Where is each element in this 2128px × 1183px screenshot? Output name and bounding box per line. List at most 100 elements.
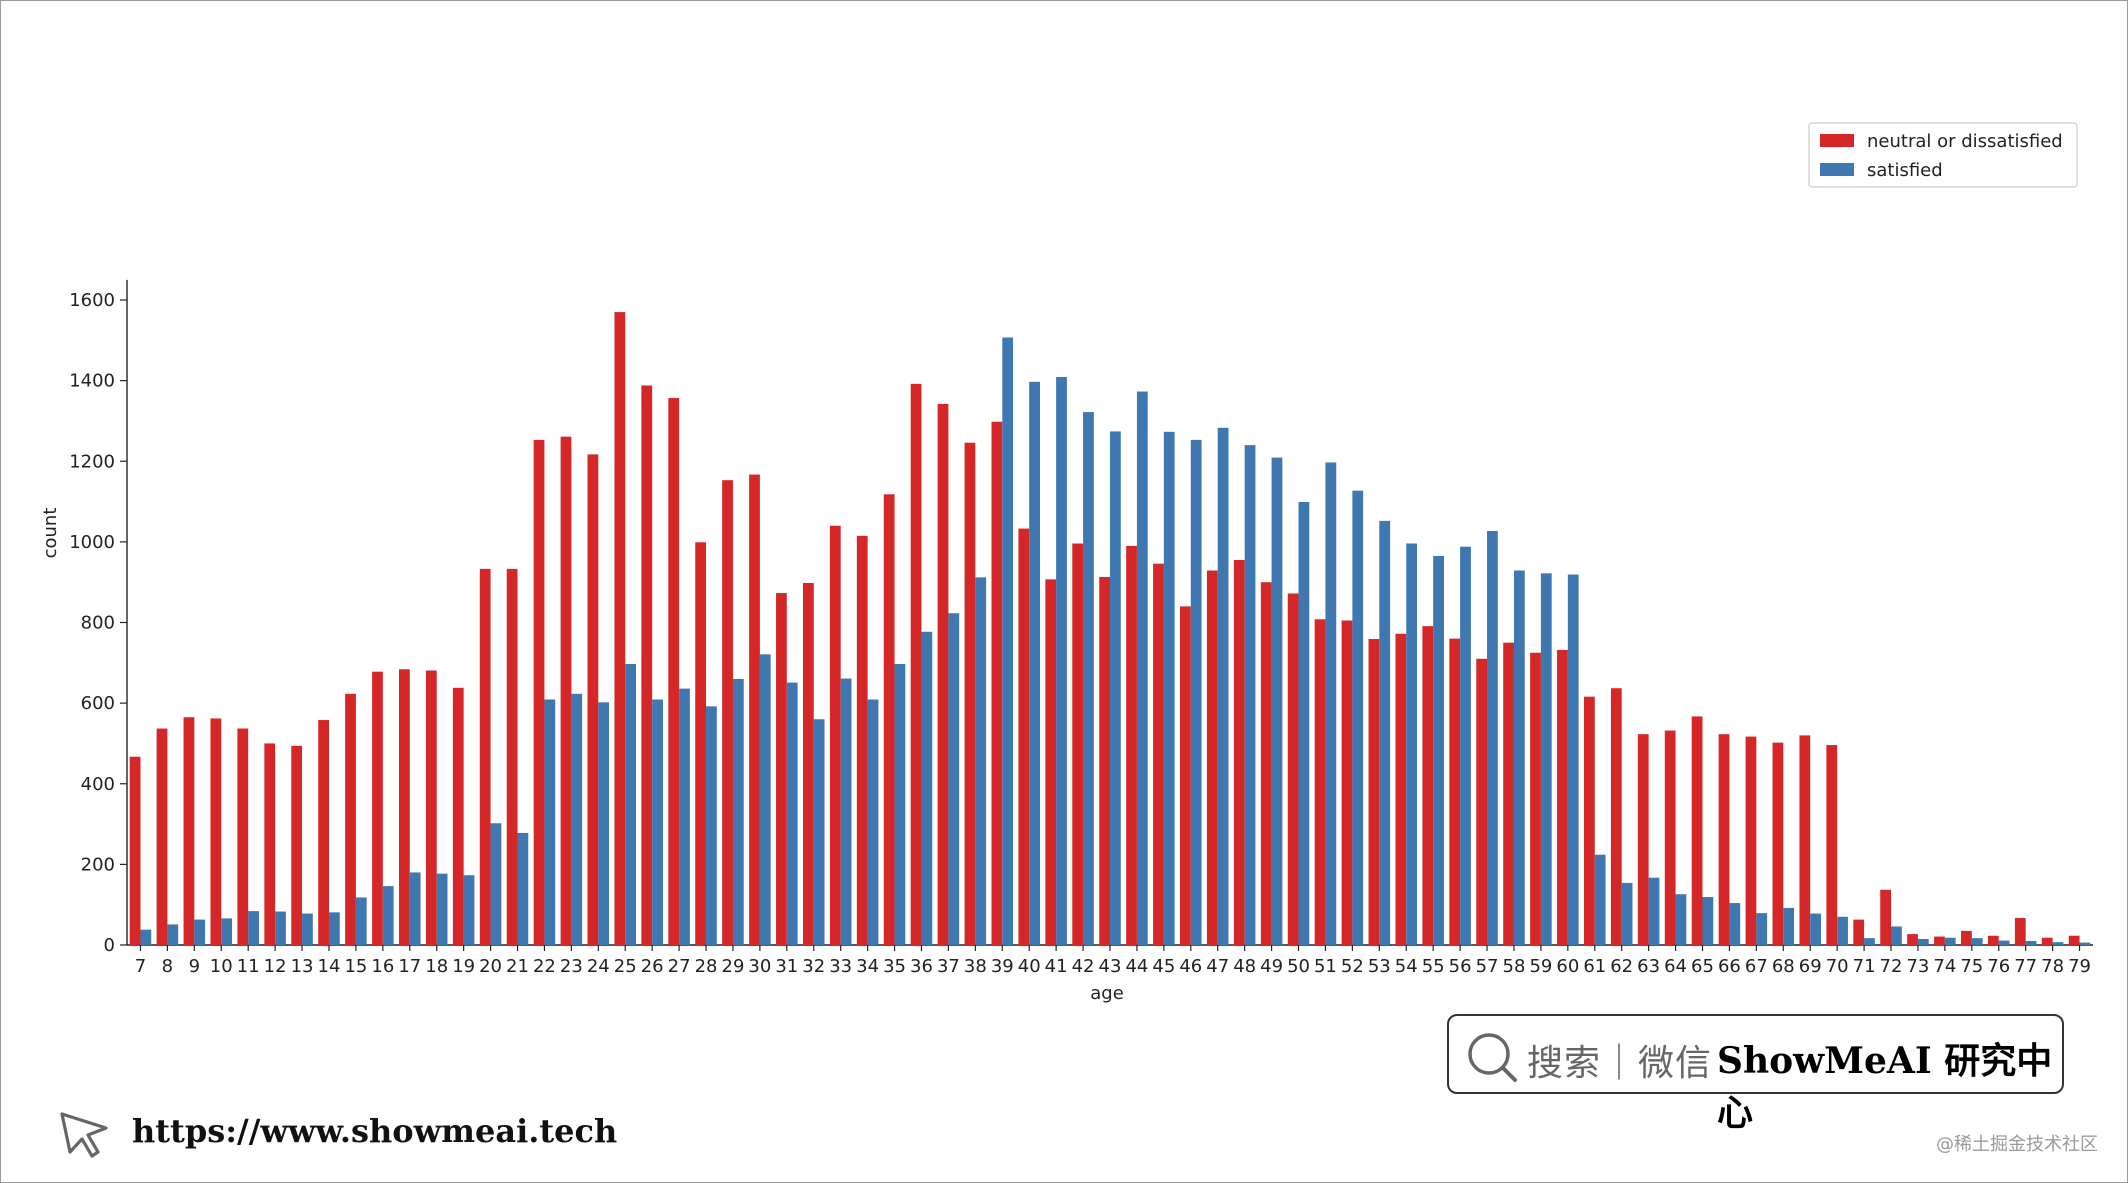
bar-neutral-or-dissatisfied-age-28 [695, 542, 707, 945]
search-label: 搜索｜微信 [1527, 1043, 1713, 1084]
bar-satisfied-age-79 [2079, 942, 2091, 945]
bar-satisfied-age-66 [1729, 903, 1741, 945]
x-tick-label: 36 [910, 956, 933, 977]
x-tick-label: 49 [1260, 956, 1283, 977]
bar-satisfied-age-41 [1056, 376, 1067, 945]
bar-satisfied-age-11 [248, 911, 259, 945]
bar-neutral-or-dissatisfied-age-69 [1799, 735, 1811, 945]
x-tick-label: 24 [587, 956, 610, 977]
bar-neutral-or-dissatisfied-age-30 [749, 474, 760, 945]
bar-satisfied-age-50 [1298, 501, 1310, 945]
bar-satisfied-age-26 [652, 699, 663, 945]
x-tick-label: 72 [1880, 956, 1903, 977]
x-tick-label: 23 [560, 956, 583, 977]
bar-satisfied-age-20 [490, 823, 502, 945]
bar-neutral-or-dissatisfied-age-79 [2068, 935, 2080, 945]
legend-swatch-satisfied [1820, 163, 1854, 176]
bar-satisfied-age-64 [1675, 894, 1687, 945]
x-tick-label: 7 [135, 956, 146, 977]
bar-satisfied-age-77 [2025, 940, 2037, 945]
x-tick-label: 13 [291, 956, 314, 977]
legend: neutral or dissatisfied satisfied [1808, 122, 2078, 188]
y-tick-label: 600 [81, 693, 115, 714]
x-tick-label: 8 [162, 956, 173, 977]
x-tick-label: 69 [1799, 956, 1822, 977]
x-tick-label: 21 [506, 956, 529, 977]
bar-satisfied-age-58 [1513, 570, 1525, 945]
bar-neutral-or-dissatisfied-age-45 [1153, 563, 1164, 945]
bar-neutral-or-dissatisfied-age-75 [1961, 930, 1972, 945]
x-tick-label: 73 [1906, 956, 1929, 977]
bar-neutral-or-dissatisfied-age-31 [776, 593, 787, 945]
bar-neutral-or-dissatisfied-age-25 [614, 312, 626, 945]
bar-neutral-or-dissatisfied-age-74 [1934, 936, 1945, 945]
x-tick-label: 10 [210, 956, 233, 977]
x-tick-label: 57 [1476, 956, 1499, 977]
y-tick-label: 1400 [69, 371, 115, 392]
search-wechat-banner: 搜索｜微信 ShowMeAI 研究中心 [1447, 1014, 2064, 1134]
x-tick-label: 34 [856, 956, 879, 977]
bar-satisfied-age-36 [921, 631, 933, 945]
bar-neutral-or-dissatisfied-age-8 [156, 728, 168, 945]
brand-label: ShowMeAI 研究中心 [1717, 1040, 2053, 1134]
bar-satisfied-age-52 [1352, 490, 1364, 945]
bar-satisfied-age-33 [840, 678, 852, 945]
website-url[interactable]: https://www.showmeai.tech [132, 1112, 618, 1150]
bar-satisfied-age-65 [1702, 897, 1714, 945]
bar-satisfied-age-32 [813, 719, 825, 945]
bar-satisfied-age-14 [328, 912, 340, 945]
bar-satisfied-age-55 [1433, 555, 1444, 945]
bar-neutral-or-dissatisfied-age-64 [1664, 730, 1676, 945]
x-tick-label: 19 [452, 956, 475, 977]
x-tick-label: 64 [1664, 956, 1687, 977]
x-tick-label: 32 [802, 956, 825, 977]
y-tick-label: 1200 [69, 451, 115, 472]
bar-neutral-or-dissatisfied-age-63 [1637, 734, 1649, 945]
legend-box [1808, 122, 2078, 188]
bar-satisfied-age-15 [355, 897, 367, 945]
bar-neutral-or-dissatisfied-age-21 [506, 568, 518, 945]
bar-satisfied-age-68 [1783, 907, 1795, 945]
magnifier-icon [1468, 1033, 1517, 1082]
bar-neutral-or-dissatisfied-age-44 [1126, 545, 1137, 945]
bar-neutral-or-dissatisfied-age-66 [1718, 734, 1730, 945]
bar-neutral-or-dissatisfied-age-61 [1583, 696, 1595, 945]
bar-satisfied-age-34 [867, 699, 879, 945]
bar-satisfied-age-21 [517, 832, 529, 945]
y-axis-label: count [40, 508, 61, 559]
bar-satisfied-age-31 [786, 682, 798, 945]
watermark-text: @稀土掘金技术社区 [1936, 1134, 2098, 1155]
bar-neutral-or-dissatisfied-age-20 [479, 568, 491, 945]
bar-neutral-or-dissatisfied-age-49 [1260, 582, 1272, 945]
bar-satisfied-age-78 [2052, 942, 2064, 945]
x-tick-label: 74 [1933, 956, 1956, 977]
x-tick-label: 78 [2041, 956, 2064, 977]
x-tick-label: 59 [1529, 956, 1552, 977]
x-tick-label: 39 [991, 956, 1014, 977]
bar-satisfied-age-13 [302, 913, 313, 945]
bar-satisfied-age-37 [948, 613, 960, 945]
bar-neutral-or-dissatisfied-age-11 [237, 728, 249, 945]
x-tick-label: 22 [533, 956, 556, 977]
bar-neutral-or-dissatisfied-age-7 [129, 756, 141, 945]
x-tick-label: 40 [1018, 956, 1041, 977]
bar-satisfied-age-74 [1944, 937, 1956, 945]
bar-neutral-or-dissatisfied-age-16 [372, 671, 383, 945]
x-tick-label: 12 [264, 956, 287, 977]
bar-satisfied-age-12 [275, 911, 286, 945]
bar-neutral-or-dissatisfied-age-22 [533, 439, 545, 945]
bar-neutral-or-dissatisfied-age-34 [856, 535, 868, 945]
x-tick-label: 25 [614, 956, 637, 977]
x-tick-label: 9 [189, 956, 200, 977]
bar-satisfied-age-56 [1460, 546, 1471, 945]
bar-satisfied-age-72 [1891, 926, 1902, 945]
bar-satisfied-age-57 [1487, 530, 1498, 945]
bar-satisfied-age-30 [759, 654, 771, 945]
bar-neutral-or-dissatisfied-age-72 [1880, 889, 1892, 945]
x-axis-label: age [1090, 983, 1124, 1004]
x-tick-label: 17 [398, 956, 421, 977]
x-tick-label: 52 [1341, 956, 1364, 977]
bar-neutral-or-dissatisfied-age-53 [1368, 639, 1380, 945]
bar-neutral-or-dissatisfied-age-33 [829, 525, 841, 945]
